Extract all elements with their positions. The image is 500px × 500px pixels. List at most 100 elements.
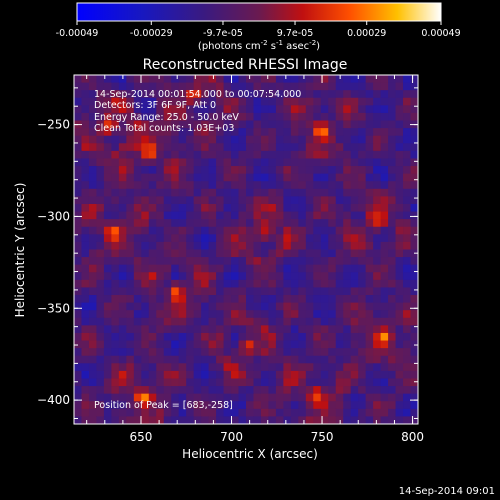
heatmap-cell [388,105,396,114]
heatmap-cell [126,264,135,273]
heatmap-cell [320,302,329,311]
heatmap-cell [111,295,120,304]
heatmap-cell [163,234,172,243]
heatmap-cell [343,272,352,281]
heatmap-cell [238,203,247,212]
heatmap-cell [118,120,127,129]
heatmap-cell [118,82,127,91]
heatmap-cell [118,310,127,319]
heatmap-cell [365,203,374,212]
heatmap-cell [313,348,322,357]
heatmap-cell [380,401,389,410]
heatmap-cell [290,416,299,425]
heatmap-cell [156,363,165,372]
heatmap-cell [373,249,382,258]
heatmap-cell [141,173,150,182]
heatmap-cell [275,279,284,288]
heatmap-cell [238,143,247,152]
heatmap-cell [395,82,404,91]
heatmap-cell [275,166,284,175]
heatmap-cell [320,203,329,212]
heatmap-cell [358,370,367,379]
heatmap-cell [193,75,202,83]
heatmap-cell [268,203,277,212]
heatmap-cell [320,332,329,341]
plot-frame [73,74,419,425]
heatmap-cell [350,97,359,106]
heatmap-cell [81,348,90,357]
heatmap-cell [133,287,142,296]
heatmap-cell [283,310,292,319]
heatmap-cell [358,416,367,425]
heatmap-cell [335,241,344,250]
heatmap-cell [380,393,389,402]
heatmap-cell [141,348,150,357]
heatmap-cell [81,310,90,319]
heatmap-cell [208,120,217,129]
heatmap-cell [395,241,404,250]
heatmap-cell [365,416,374,425]
heatmap-cell [410,393,419,402]
heatmap-cell [223,310,232,319]
heatmap-cell [350,219,359,228]
heatmap-cell [403,166,411,175]
heatmap-cell [231,158,239,167]
heatmap-cell [74,317,82,326]
heatmap-cell [328,416,337,425]
heatmap-cell [350,355,359,364]
heatmap-cell [216,310,224,319]
heatmap-cell [178,332,187,341]
heatmap-cell [395,386,404,395]
heatmap-cell [193,196,202,205]
heatmap-cell [335,234,344,243]
heatmap-cell [141,386,150,395]
heatmap-cell [111,219,120,228]
heatmap-cell [373,257,382,266]
heatmap-cell [88,166,97,175]
heatmap-cell [380,90,389,99]
heatmap-cell [298,75,307,83]
heatmap-cell [96,90,105,99]
heatmap-cell [260,348,269,357]
heatmap-cell [238,340,247,349]
heatmap-cell [208,219,217,228]
heatmap-cell [141,340,150,349]
heatmap-cell [88,272,97,281]
heatmap-cell [156,340,165,349]
heatmap-cell [350,287,359,296]
heatmap-cell [358,166,367,175]
heatmap-cell [298,226,307,235]
heatmap-cell [380,317,389,326]
heatmap-cell [246,234,254,243]
heatmap-cell [373,105,382,114]
heatmap-cell [275,75,284,83]
heatmap-cell [253,234,262,243]
heatmap-cell [208,135,217,144]
heatmap-cell [328,241,337,250]
heatmap-cell [350,332,359,341]
heatmap-cell [343,90,352,99]
heatmap-cell [403,340,411,349]
heatmap-cell [260,211,269,220]
heatmap-cell [208,249,217,258]
heatmap-cell [395,317,404,326]
heatmap-cell [141,166,150,175]
heatmap-cell [148,325,157,334]
heatmap-cell [410,219,419,228]
heatmap-cell [171,105,180,114]
heatmap-cell [148,97,157,106]
heatmap-cell [88,370,97,379]
heatmap-cell [163,272,172,281]
heatmap-cell [133,393,142,402]
heatmap-cell [335,325,344,334]
heatmap-cell [260,272,269,281]
heatmap-cell [186,211,195,220]
heatmap-cell [410,196,419,205]
heatmap-cell [290,363,299,372]
heatmap-cell [96,340,105,349]
heatmap-cell [320,188,329,197]
heatmap-cell [253,325,262,334]
heatmap-cell [163,310,172,319]
heatmap-cell [246,310,254,319]
heatmap-cell [365,355,374,364]
